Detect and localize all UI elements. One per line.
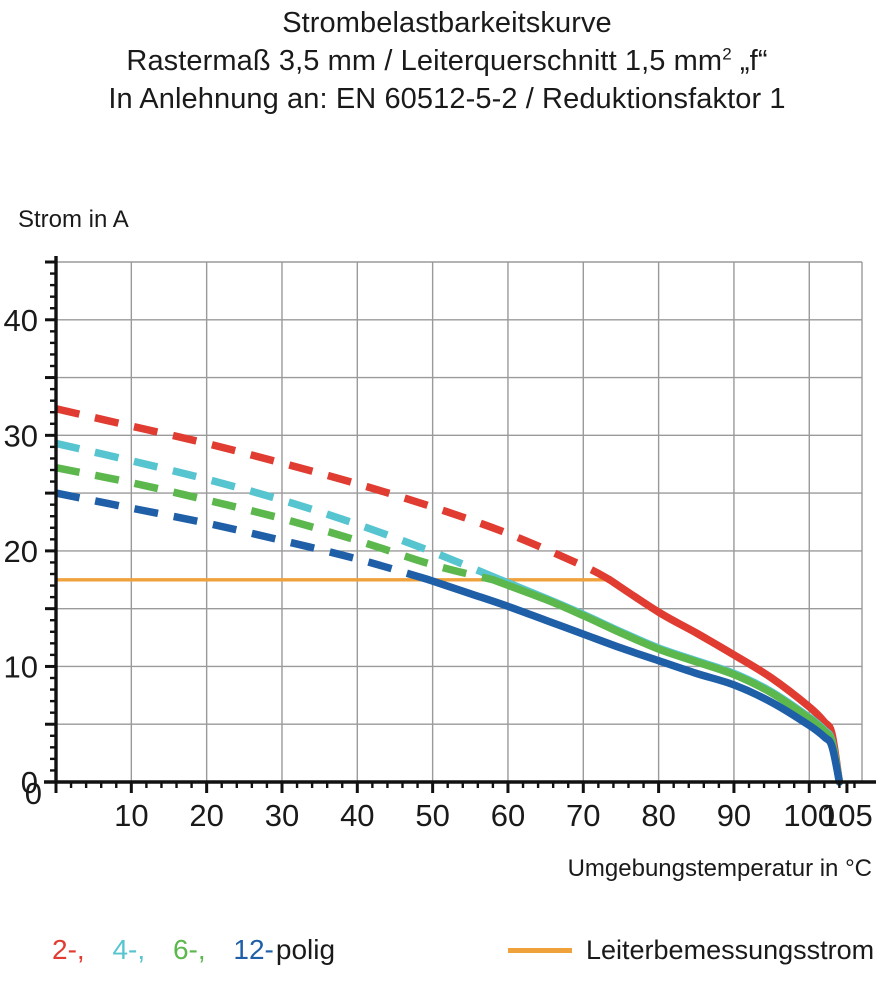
x-tick-label: 10 [114, 798, 148, 833]
legend-poles-group: 2-, 4-, 6-, 12-polig [52, 930, 337, 970]
curve-dashed-6-polig [55, 464, 494, 584]
x-tick-label: 60 [491, 798, 525, 833]
x-tick-label: 70 [566, 798, 600, 833]
data-curves [55, 405, 844, 786]
legend-rated-current-swatch [508, 947, 572, 953]
title-line-2-pre: Rastermaß 3,5 mm / Leiterquerschnitt 1,5… [126, 45, 723, 77]
title-line-2: Rastermaß 3,5 mm / Leiterquerschnitt 1,5… [0, 42, 894, 80]
curve-solid-2-polig [605, 576, 844, 786]
x-tick-label: 100 [783, 798, 835, 833]
x-tick-label: 90 [717, 798, 751, 833]
x-tick-label: 40 [340, 798, 374, 833]
y-axis-label: Strom in A [18, 206, 129, 233]
y-tick-label: 0 [21, 765, 38, 800]
curve-solid-4-polig [496, 576, 844, 786]
legend-item-6-polig: 6-, [172, 934, 206, 965]
legend-separator [208, 934, 232, 965]
y-tick-label: 30 [4, 418, 38, 453]
axis-ticks [45, 260, 856, 793]
chart-title-block: Strombelastbarkeitskurve Rastermaß 3,5 m… [0, 0, 894, 118]
legend-item-12-polig: 12- [233, 934, 274, 965]
origin-tick-label: 0 [25, 776, 42, 811]
x-tick-label: 20 [189, 798, 223, 833]
curve-dashed-4-polig [55, 439, 502, 584]
legend-rated-current-group: Leiterbemessungsstrom [508, 930, 874, 970]
y-tick-label: 10 [4, 649, 38, 684]
x-tick-label: 80 [641, 798, 675, 833]
grid-lines [56, 261, 863, 782]
x-tick-label: 30 [265, 798, 299, 833]
chart-legend: 2-, 4-, 6-, 12-polig Leiterbemessungsstr… [0, 930, 894, 990]
x-tick-label: 105 [821, 798, 873, 833]
legend-separator [147, 934, 171, 965]
legend-rated-current-label: Leiterbemessungsstrom [586, 934, 875, 965]
curve-solid-6-polig [489, 576, 844, 786]
title-line-1: Strombelastbarkeitskurve [282, 7, 612, 39]
curve-solid-12-polig [425, 576, 844, 786]
legend-polig-suffix: polig [275, 934, 336, 965]
y-tick-label: 40 [4, 303, 38, 338]
title-line-3: In Anlehnung an: EN 60512-5-2 / Reduktio… [108, 83, 786, 115]
curve-dashed-12-polig [55, 489, 430, 584]
x-tick-label: 50 [415, 798, 449, 833]
x-axis-label: Umgebungstemperatur in °C [567, 855, 872, 882]
title-line-2-superscript: 2 [722, 44, 732, 64]
legend-item-2-polig: 2-, [52, 934, 85, 965]
title-line-2-post: „f“ [731, 45, 768, 77]
y-tick-label: 20 [4, 534, 38, 569]
curve-dashed-2-polig [55, 405, 612, 584]
legend-item-4-polig: 4-, [112, 934, 146, 965]
legend-separator [87, 934, 111, 965]
